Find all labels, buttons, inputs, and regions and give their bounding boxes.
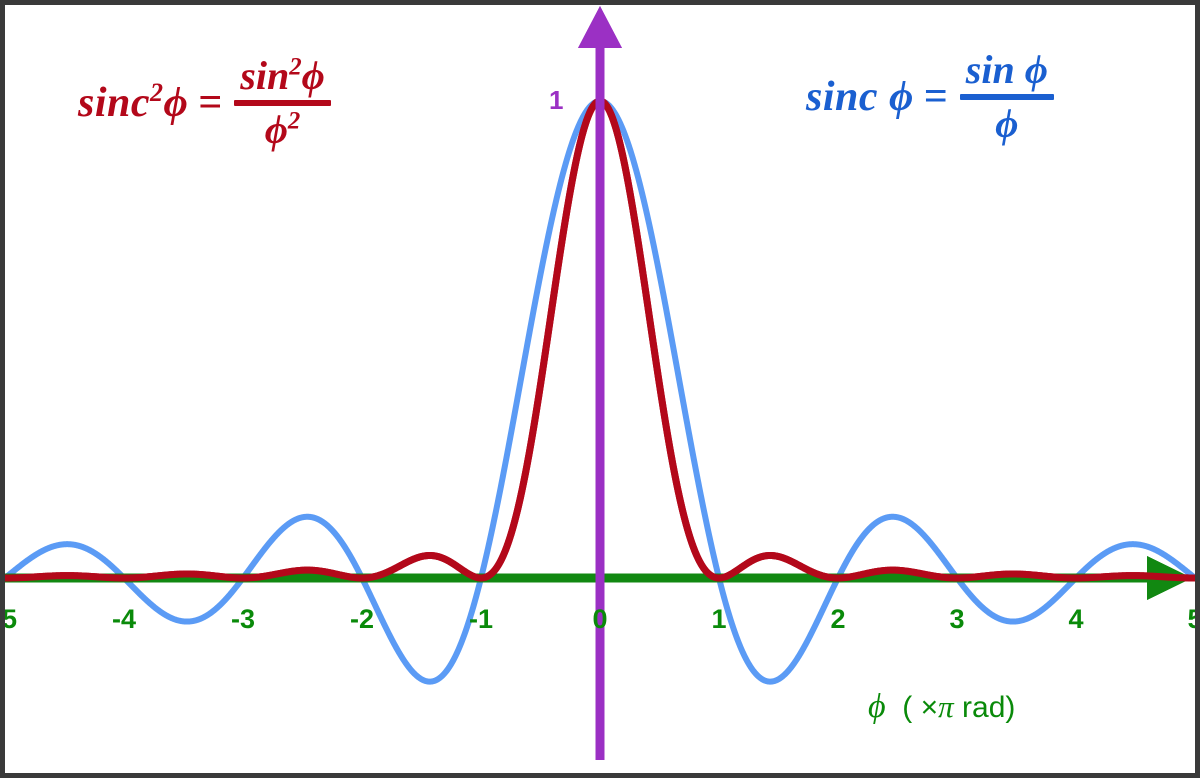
- sinc-squared-fraction: sin2ϕ ϕ2: [234, 53, 331, 150]
- x-axis-title: ϕ ( ×π rad): [868, 688, 1015, 726]
- sinc-squared-denominator: ϕ2: [259, 106, 307, 150]
- sinc-numerator-fn: sin: [965, 47, 1015, 92]
- x-axis-title-close-paren: ): [1005, 691, 1016, 724]
- sinc-fraction: sin ϕ ϕ: [959, 50, 1054, 144]
- x-axis-title-times: ×: [920, 691, 939, 724]
- x-tick-label-neg5: -5: [0, 604, 18, 634]
- sinc-formula: sinc ϕ = sin ϕ ϕ: [806, 50, 1054, 144]
- sinc-fraction-bar: [959, 94, 1054, 100]
- x-tick-label-neg4: -4: [111, 604, 137, 634]
- sinc-squared-lhs-fn: sinc: [78, 80, 151, 126]
- x-axis-title-unit: rad: [962, 691, 1006, 724]
- sinc-formula-lhs: sinc ϕ: [806, 76, 914, 118]
- sinc-squared-lhs-exponent: 2: [150, 78, 164, 107]
- x-tick-label-neg1: -1: [468, 604, 494, 634]
- x-tick-label-neg2: -2: [349, 604, 375, 634]
- x-axis-title-pi: π: [938, 689, 954, 724]
- x-axis-title-open-paren: (: [902, 691, 913, 724]
- sinc-squared-denominator-var: ϕ: [264, 107, 288, 152]
- sinc-denominator: ϕ: [989, 100, 1024, 144]
- sinc-squared-formula: sinc2ϕ = sin2ϕ ϕ2: [78, 53, 331, 150]
- sinc-squared-fraction-bar: [234, 100, 331, 106]
- sinc-numerator: sin ϕ: [960, 50, 1054, 94]
- sinc-lhs-fn: sinc: [806, 74, 879, 120]
- sinc-denominator-var: ϕ: [995, 101, 1019, 146]
- sinc-lhs-var: ϕ: [889, 74, 914, 120]
- sinc-squared-numerator-fn: sin: [240, 53, 290, 98]
- sinc-squared-denominator-exponent: 2: [287, 107, 301, 135]
- y-axis-peak-label: 1: [549, 85, 564, 115]
- sinc-squared-formula-lhs: sinc2ϕ: [78, 79, 189, 126]
- sinc-numerator-var: ϕ: [1024, 47, 1048, 92]
- x-tick-label-4: 4: [1068, 604, 1084, 634]
- sinc-squared-lhs-var: ϕ: [163, 80, 189, 126]
- x-axis-title-variable: ϕ: [868, 688, 886, 725]
- sinc-equals: =: [923, 74, 948, 120]
- x-tick-label-neg3: -3: [230, 604, 256, 634]
- x-tick-label-5: 5: [1187, 604, 1200, 634]
- sinc-squared-equals: =: [198, 80, 223, 126]
- sinc-squared-numerator-exponent: 2: [289, 53, 302, 81]
- y-axis-arrowhead-overlay: [578, 6, 622, 48]
- x-tick-label-3: 3: [949, 604, 965, 634]
- x-tick-label-1: 1: [711, 604, 727, 634]
- curves-group: [0, 6, 1199, 685]
- sinc-squared-numerator-var: ϕ: [301, 53, 325, 98]
- x-tick-label-0: 0: [592, 604, 608, 634]
- x-tick-label-2: 2: [830, 604, 846, 634]
- sinc-squared-numerator: sin2ϕ: [234, 53, 331, 100]
